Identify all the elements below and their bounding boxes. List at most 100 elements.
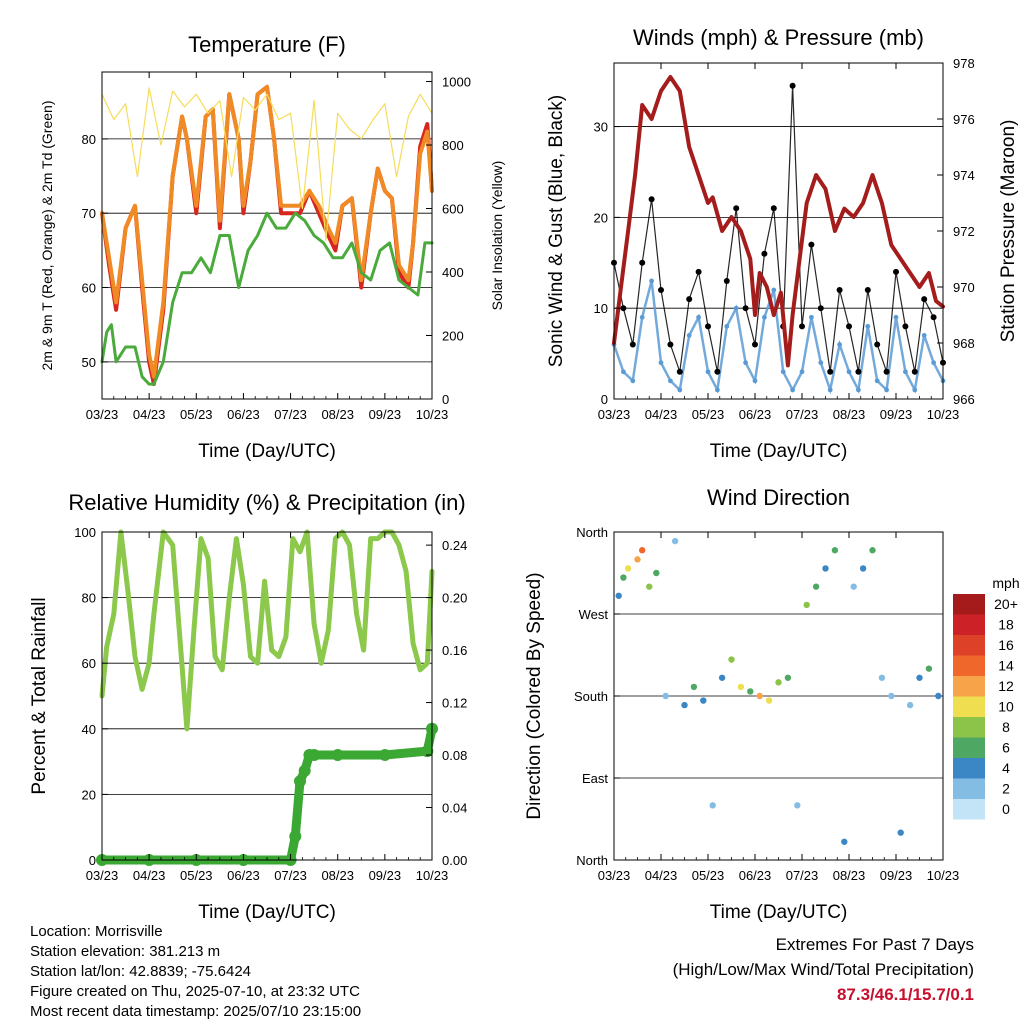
station-info: Location: Morrisville Station elevation:… (30, 922, 361, 1022)
colorbar-label: 12 (998, 678, 1014, 694)
chart-humidity: Relative Humidity (%) & Precipitation (i… (29, 490, 467, 923)
direction-point (775, 679, 782, 686)
x-tick-label: 09/23 (369, 407, 402, 422)
y-tick-label: 20 (82, 787, 96, 802)
x-tick-label: 03/23 (598, 868, 631, 883)
x-tick-label: 06/23 (227, 868, 260, 883)
x-tick-label: 09/23 (880, 868, 913, 883)
location-text: Location: Morrisville (30, 923, 163, 940)
plot-area (615, 537, 942, 845)
direction-point (906, 701, 914, 709)
y-tick-label: 60 (82, 656, 96, 671)
colorbar-label: 2 (1002, 781, 1010, 797)
x-tick-label: 05/23 (180, 407, 213, 422)
y-tick-label: 30 (594, 120, 608, 135)
x-tick-label: 07/23 (274, 868, 307, 883)
direction-point (662, 692, 669, 700)
x-tick-label: 04/23 (645, 868, 678, 883)
extremes-values: 87.3/46.1/15.7/0.1 (836, 985, 974, 1004)
colorbar-swatch (953, 614, 985, 635)
2m-td-line (100, 211, 434, 386)
y2-tick-label: 200 (442, 329, 464, 344)
y2-axis-label: Solar Insolation (Yellow) (489, 161, 505, 311)
direction-point (737, 683, 745, 691)
direction-point (812, 583, 820, 590)
direction-point (765, 697, 773, 704)
colorbar-label: 18 (998, 617, 1014, 633)
colorbar-label: 6 (1002, 740, 1010, 756)
colorbar-swatch (953, 655, 985, 676)
precipitation-point (289, 830, 302, 843)
created-text: Figure created on Thu, 2025-07-10, at 23… (30, 983, 360, 1000)
direction-point (803, 601, 810, 609)
x-tick-label: 10/23 (927, 868, 960, 883)
y-tick-label: 70 (82, 206, 96, 221)
plot-area (611, 75, 946, 395)
y-tick-label: North (576, 525, 608, 540)
precipitation-point (308, 749, 321, 762)
y2-tick-label: 970 (953, 280, 975, 295)
x-tick-label: 07/23 (786, 407, 819, 422)
y-tick-label: 40 (82, 722, 96, 737)
x-tick-label: 03/23 (86, 407, 119, 422)
chart-title: Temperature (F) (188, 32, 346, 57)
y2-tick-label: 974 (953, 168, 975, 183)
chart-winds: Winds (mph) & Pressure (mb) 03/23 04/23 05/… (546, 25, 1019, 462)
timestamp-text: Most recent data timestamp: 2025/07/10 2… (30, 1003, 362, 1020)
colorbar-title: mph (992, 575, 1019, 591)
direction-point (897, 829, 904, 836)
x-tick-label: 07/23 (274, 407, 307, 422)
y-tick-label: 60 (82, 281, 96, 296)
y-tick-label: 10 (594, 301, 608, 316)
x-tick-label: 10/23 (927, 407, 960, 422)
y2-tick-label: 966 (953, 392, 975, 407)
plot-area (100, 84, 434, 387)
x-tick-label: 05/23 (180, 868, 213, 883)
y-axis-label: 2m & 9m T (Red, Orange) & 2m Td (Green) (39, 101, 55, 371)
y2-tick-label: 0.04 (442, 801, 467, 816)
y2-tick-label: 400 (442, 265, 464, 280)
y-tick-label: 0 (89, 853, 96, 868)
elevation-text: Station elevation: 381.213 m (30, 943, 221, 960)
colorbar-swatch (953, 635, 985, 656)
colorbar-label: 20+ (994, 596, 1018, 612)
chart-title: Winds (mph) & Pressure (mb) (633, 25, 924, 50)
y-tick-label: 80 (82, 591, 96, 606)
x-tick-label: 05/23 (692, 407, 725, 422)
x-tick-label: 06/23 (739, 868, 772, 883)
direction-point (916, 674, 923, 681)
x-axis-label: Time (Day/UTC) (198, 441, 336, 462)
direction-point (888, 692, 895, 700)
x-axis-label: Time (Day/UTC) (198, 902, 336, 923)
direction-point (646, 583, 653, 590)
x-tick-label: 05/23 (692, 868, 725, 883)
y-tick-label: 80 (82, 132, 96, 147)
latlon-text: Station lat/lon: 42.8839; -75.6424 (30, 963, 252, 980)
y2-tick-label: 0.24 (442, 538, 467, 553)
x-tick-label: 10/23 (416, 868, 449, 883)
precipitation-point (298, 764, 311, 777)
colorbar-swatch (953, 717, 985, 738)
direction-point (841, 838, 848, 845)
chart-title: Relative Humidity (%) & Precipitation (i… (68, 490, 465, 515)
colorbar-swatch (953, 676, 985, 697)
chart-title: Wind Direction (707, 485, 850, 510)
x-tick-label: 03/23 (86, 868, 119, 883)
direction-point (756, 692, 763, 700)
2m-t-line (100, 84, 434, 387)
precipitation-point (378, 749, 391, 762)
x-tick-label: 08/23 (321, 407, 354, 422)
direction-point (850, 583, 857, 590)
direction-point (869, 547, 876, 554)
x-tick-label: 10/23 (416, 407, 449, 422)
direction-point (822, 565, 829, 572)
colorbar-swatch (953, 737, 985, 758)
relative-humidity-line (99, 529, 435, 732)
y2-tick-label: 1000 (442, 75, 471, 90)
colorbar-label: 14 (998, 658, 1014, 674)
colorbar-label: 10 (998, 699, 1014, 715)
station-pressure-line (612, 75, 945, 368)
direction-point (784, 674, 792, 681)
direction-point (709, 802, 716, 809)
direction-point (859, 565, 867, 572)
